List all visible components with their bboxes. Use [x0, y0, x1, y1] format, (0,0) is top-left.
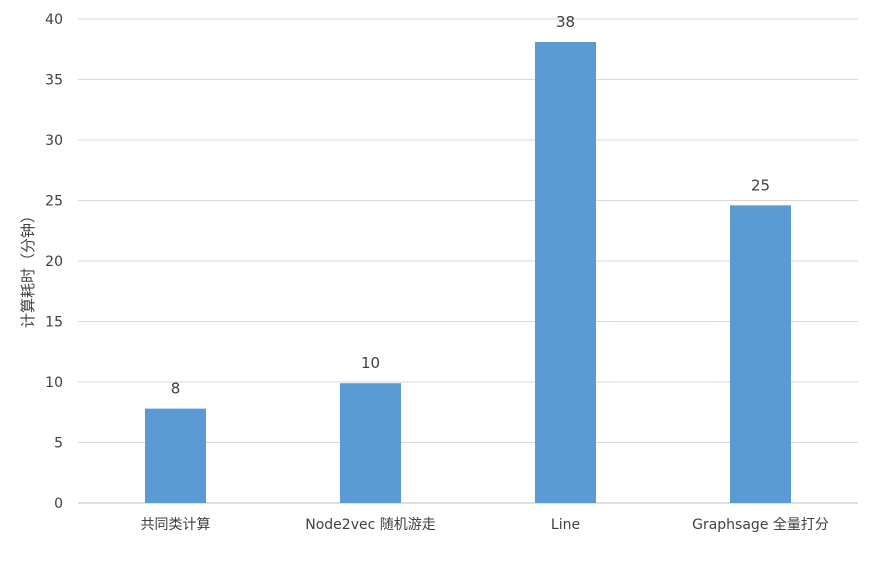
y-tick-label: 25 [45, 194, 63, 210]
x-axis-ticks: 共同类计算 Node2vec 随机游走 Line Graphsage 全量打分 [141, 516, 829, 533]
y-tick-label: 30 [45, 133, 63, 149]
data-label: 38 [556, 13, 575, 31]
x-tick-label: Node2vec 随机游走 [305, 517, 436, 533]
y-tick-label: 20 [45, 254, 63, 270]
y-tick-label: 0 [54, 496, 63, 512]
x-tick-label: 共同类计算 [141, 517, 211, 533]
y-tick-label: 10 [45, 375, 63, 391]
y-axis-title: 计算耗时（分钟） [19, 208, 37, 328]
data-label: 8 [171, 380, 181, 398]
data-label: 10 [361, 354, 380, 372]
y-tick-label: 5 [54, 436, 63, 452]
bar [535, 41, 596, 504]
bar [340, 383, 401, 503]
y-tick-label: 15 [45, 315, 63, 331]
bar [730, 205, 791, 503]
y-tick-label: 40 [45, 12, 63, 28]
x-tick-label: Line [551, 517, 580, 533]
bars [145, 41, 791, 504]
data-labels: 8 10 38 25 [171, 13, 770, 398]
y-axis-ticks: 0 5 10 15 20 25 30 35 40 [45, 12, 63, 512]
gridlines [78, 18, 858, 504]
data-label: 25 [751, 176, 770, 194]
bar [145, 408, 206, 503]
x-tick-label: Graphsage 全量打分 [692, 516, 829, 533]
y-tick-label: 35 [45, 73, 63, 89]
